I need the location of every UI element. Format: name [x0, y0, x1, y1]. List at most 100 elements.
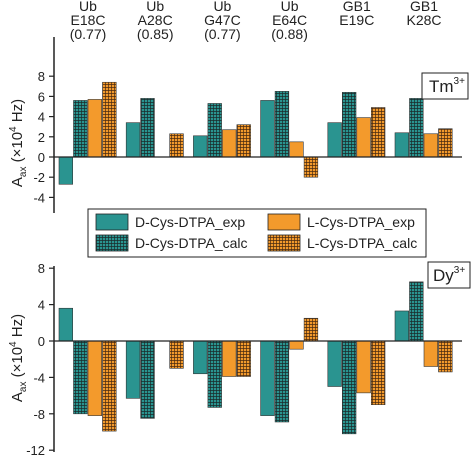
bar: [236, 340, 251, 377]
top-panel: UbE18C(0.77)UbA28C(0.85)UbG47C(0.77)UbE6…: [8, 0, 469, 213]
ion-label-box: Tm3+: [421, 72, 469, 100]
legend-label-l-calc: L-Cys-DTPA_calc: [307, 235, 417, 251]
y-tick-label: 6: [38, 89, 45, 104]
y-tick-label: -4: [33, 370, 45, 385]
category-label: E18C: [70, 12, 105, 28]
category-label: (0.88): [271, 26, 308, 42]
y-axis-label-sub: ax: [18, 167, 29, 178]
bar: [87, 99, 102, 158]
category-label: E19C: [339, 12, 374, 28]
y-tick-labels: -12 -8 -4 0 4 8: [26, 261, 45, 458]
category-label: Ub: [281, 0, 299, 14]
bar: [289, 340, 304, 350]
bar: [341, 340, 357, 435]
category-labels: UbE18C(0.77)UbA28C(0.85)UbG47C(0.77)UbE6…: [70, 0, 442, 42]
y-tick-label: 8: [38, 69, 45, 84]
bar: [423, 133, 438, 158]
bar: [73, 100, 88, 158]
bar: [193, 340, 208, 375]
bar: [58, 307, 73, 342]
legend-label-l-exp: L-Cys-DTPA_exp: [307, 214, 415, 230]
y-tick-label: -2: [33, 170, 45, 185]
category-label: Ub: [146, 0, 164, 14]
category-label: A28C: [138, 12, 173, 28]
legend: D-Cys-DTPA_exp L-Cys-DTPA_exp D-Cys-DTPA…: [87, 208, 427, 258]
y-tick-label: 0: [38, 334, 45, 349]
y-ticks: [49, 75, 54, 198]
bar: [193, 135, 208, 158]
y-axis-label-sub: ax: [18, 382, 29, 393]
category-label: K28C: [406, 12, 441, 28]
bar: [274, 340, 290, 423]
bar: [140, 98, 155, 158]
bar: [207, 340, 222, 408]
bar: [356, 117, 371, 158]
y-axis-label: Aax (×104 Hz): [8, 314, 29, 402]
bar: [303, 317, 319, 342]
bar: [327, 340, 342, 387]
y-tick-label: -8: [33, 407, 45, 422]
category-label: (0.77): [204, 26, 241, 42]
bar: [169, 133, 184, 158]
legend-swatch-d-calc: [95, 234, 129, 252]
bar: [87, 340, 102, 416]
y-axis-label-exp: 4: [8, 126, 19, 132]
y-axis-label-unit: Hz): [9, 314, 26, 342]
y-tick-label: -4: [33, 190, 45, 205]
category-label: GB1: [343, 0, 371, 14]
y-axis-label-rest: (×10: [9, 347, 26, 382]
ion-label: Dy3+: [433, 265, 465, 285]
bar: [341, 92, 357, 158]
bars: [58, 281, 453, 435]
bar: [58, 156, 73, 185]
category-label: Ub: [213, 0, 231, 14]
y-axis-label-exp: 4: [8, 341, 19, 347]
y-tick-labels: -4 -2 0 2 4 6 8: [33, 69, 45, 205]
ion-label: Tm3+: [429, 76, 465, 96]
bar: [125, 340, 141, 399]
category-label: (0.85): [137, 26, 174, 42]
legend-label-d-exp: D-Cys-DTPA_exp: [135, 214, 245, 230]
bar: [303, 156, 319, 178]
bar: [438, 128, 453, 158]
ion-label-box: Dy3+: [427, 261, 471, 289]
bar: [394, 132, 409, 158]
y-axis-label: Aax (×104 Hz): [8, 99, 29, 187]
bar: [370, 340, 386, 406]
y-tick-label: 4: [38, 110, 45, 125]
bar: [236, 124, 251, 158]
category-label: (0.77): [70, 26, 107, 42]
bar: [274, 91, 290, 158]
legend-swatch-l-exp: [267, 213, 301, 231]
bar: [409, 281, 424, 342]
bar: [327, 122, 342, 158]
bar: [102, 81, 117, 158]
bar: [169, 340, 184, 369]
bar: [260, 340, 275, 416]
y-tick-label: 2: [38, 130, 45, 145]
y-tick-label: 8: [38, 261, 45, 276]
bar: [73, 340, 88, 415]
y-axis-label-main: A: [9, 392, 26, 402]
category-label: E64C: [272, 12, 307, 28]
bar: [222, 340, 237, 377]
y-tick-label: 4: [38, 298, 45, 313]
bar: [423, 340, 438, 367]
y-axis-label-main: A: [9, 177, 26, 187]
bar: [356, 340, 371, 394]
bar: [438, 340, 453, 373]
bars: [58, 81, 453, 185]
bar: [370, 107, 386, 158]
bar: [222, 129, 237, 158]
bar: [260, 100, 275, 158]
bar: [207, 103, 222, 158]
legend-label-d-calc: D-Cys-DTPA_calc: [135, 235, 248, 251]
y-ticks: [49, 267, 54, 451]
y-axis-label-rest: (×10: [9, 132, 26, 167]
y-tick-label: 0: [38, 150, 45, 165]
legend-swatch-d-exp: [95, 213, 129, 231]
bar: [289, 141, 304, 158]
bar: [125, 122, 141, 158]
